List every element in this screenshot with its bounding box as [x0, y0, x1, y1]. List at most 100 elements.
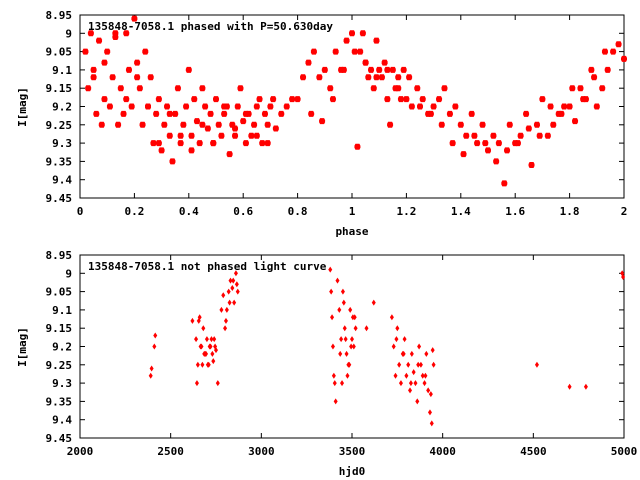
- phased-y-tick-label: 9.15: [46, 82, 73, 95]
- phased-data-point: [98, 121, 105, 128]
- unphased-y-tick-label: 9.4: [52, 414, 72, 427]
- phased-data-point: [378, 74, 385, 81]
- unphased-data-point: [342, 325, 347, 332]
- phased-data-point: [403, 96, 410, 103]
- phased-data-point: [566, 103, 573, 110]
- phased-data-point: [463, 132, 470, 139]
- phased-data-point: [504, 147, 511, 154]
- phased-data-point: [202, 103, 209, 110]
- phased-data-point: [158, 147, 165, 154]
- phased-data-point: [395, 85, 402, 92]
- unphased-data-point: [223, 317, 228, 324]
- unphased-data-point: [341, 299, 346, 306]
- phased-data-point: [188, 147, 195, 154]
- unphased-y-tick-label: 9.35: [46, 395, 73, 408]
- phased-data-point: [90, 66, 97, 73]
- phased-data-point: [104, 48, 111, 55]
- phased-data-point: [417, 103, 423, 110]
- unphased-data-point: [430, 347, 435, 354]
- unphased-data-point: [232, 299, 237, 306]
- phased-data-point: [300, 74, 307, 81]
- phased-data-point: [351, 48, 358, 55]
- phased-data-point: [373, 37, 380, 44]
- phased-data-point: [134, 74, 141, 81]
- unphased-data-point: [391, 343, 396, 350]
- phased-data-point: [474, 140, 481, 147]
- phased-data-point: [82, 48, 89, 55]
- phased-data-point: [316, 74, 323, 81]
- phased-data-point: [294, 96, 301, 103]
- unphased-data-point: [196, 317, 201, 324]
- phased-data-point: [327, 85, 334, 92]
- unphased-data-point: [423, 372, 428, 379]
- phased-data-point: [490, 132, 497, 139]
- unphased-data-point: [213, 343, 218, 350]
- phased-y-tick-label: 9.4: [52, 174, 72, 187]
- phased-data-point: [147, 74, 154, 81]
- phased-data-point: [278, 110, 285, 117]
- unphased-data-point: [233, 270, 238, 277]
- unphased-data-point: [219, 306, 224, 313]
- phased-data-point: [237, 85, 244, 92]
- unphased-data-point: [350, 314, 355, 321]
- phased-data-point: [343, 37, 350, 44]
- unphased-y-tick-label: 9.1: [52, 304, 72, 317]
- phased-data-point: [169, 158, 176, 165]
- phased-data-point: [368, 66, 375, 73]
- phased-data-point: [283, 103, 290, 110]
- unphased-x-tick-label: 5000: [611, 445, 638, 458]
- unphased-y-tick-label: 9: [65, 267, 72, 280]
- phased-data-point: [446, 110, 453, 117]
- phased-x-axis-label: phase: [335, 225, 368, 238]
- phased-data-point: [340, 66, 347, 73]
- phased-data-point: [289, 96, 296, 103]
- phased-data-point: [550, 121, 557, 128]
- phased-data-point: [359, 30, 366, 37]
- unphased-data-point: [228, 277, 233, 284]
- phased-data-point: [539, 96, 546, 103]
- phased-data-point: [242, 110, 249, 117]
- phased-data-point: [384, 66, 391, 73]
- phased-data-point: [264, 121, 271, 128]
- unphased-data-point: [416, 361, 421, 368]
- phased-data-point: [174, 85, 181, 92]
- phased-data-point: [242, 140, 249, 147]
- phased-data-point: [441, 85, 448, 92]
- unphased-data-point: [204, 336, 209, 343]
- unphased-data-point: [424, 350, 429, 357]
- unphased-data-point: [345, 372, 350, 379]
- phased-data-point: [408, 103, 415, 110]
- unphased-x-tick-label: 4000: [429, 445, 456, 458]
- phased-data-point: [395, 74, 402, 81]
- phased-data-point: [485, 147, 491, 154]
- phased-data-point: [495, 140, 502, 147]
- phased-data-point: [264, 140, 271, 147]
- phased-data-point: [177, 132, 184, 139]
- phased-data-point: [349, 30, 355, 37]
- phased-data-point: [117, 85, 124, 92]
- phased-data-point: [93, 110, 100, 117]
- unphased-data-point: [211, 358, 216, 365]
- unphased-data-point: [350, 336, 354, 343]
- phased-data-point: [373, 74, 380, 81]
- phased-data-point: [621, 55, 627, 62]
- phased-data-point: [145, 103, 151, 110]
- unphased-data-point: [235, 288, 240, 295]
- unphased-data-point: [426, 387, 431, 394]
- phased-y-tick-label: 9.3: [52, 137, 72, 150]
- unphased-x-tick-label: 2000: [67, 445, 94, 458]
- phased-data-point: [430, 103, 437, 110]
- unphased-data-point: [340, 288, 345, 295]
- unphased-data-point: [153, 332, 158, 339]
- unphased-data-point: [339, 336, 344, 343]
- phased-data-point: [139, 121, 146, 128]
- unphased-data-point: [209, 336, 214, 343]
- phased-data-point: [131, 15, 138, 22]
- unphased-data-point: [427, 409, 432, 416]
- unphased-data-point: [221, 292, 226, 299]
- unphased-data-point: [411, 369, 416, 376]
- phased-data-point: [155, 96, 162, 103]
- unphased-data-point: [397, 361, 402, 368]
- phased-data-point: [321, 66, 328, 73]
- phased-data-point: [438, 121, 445, 128]
